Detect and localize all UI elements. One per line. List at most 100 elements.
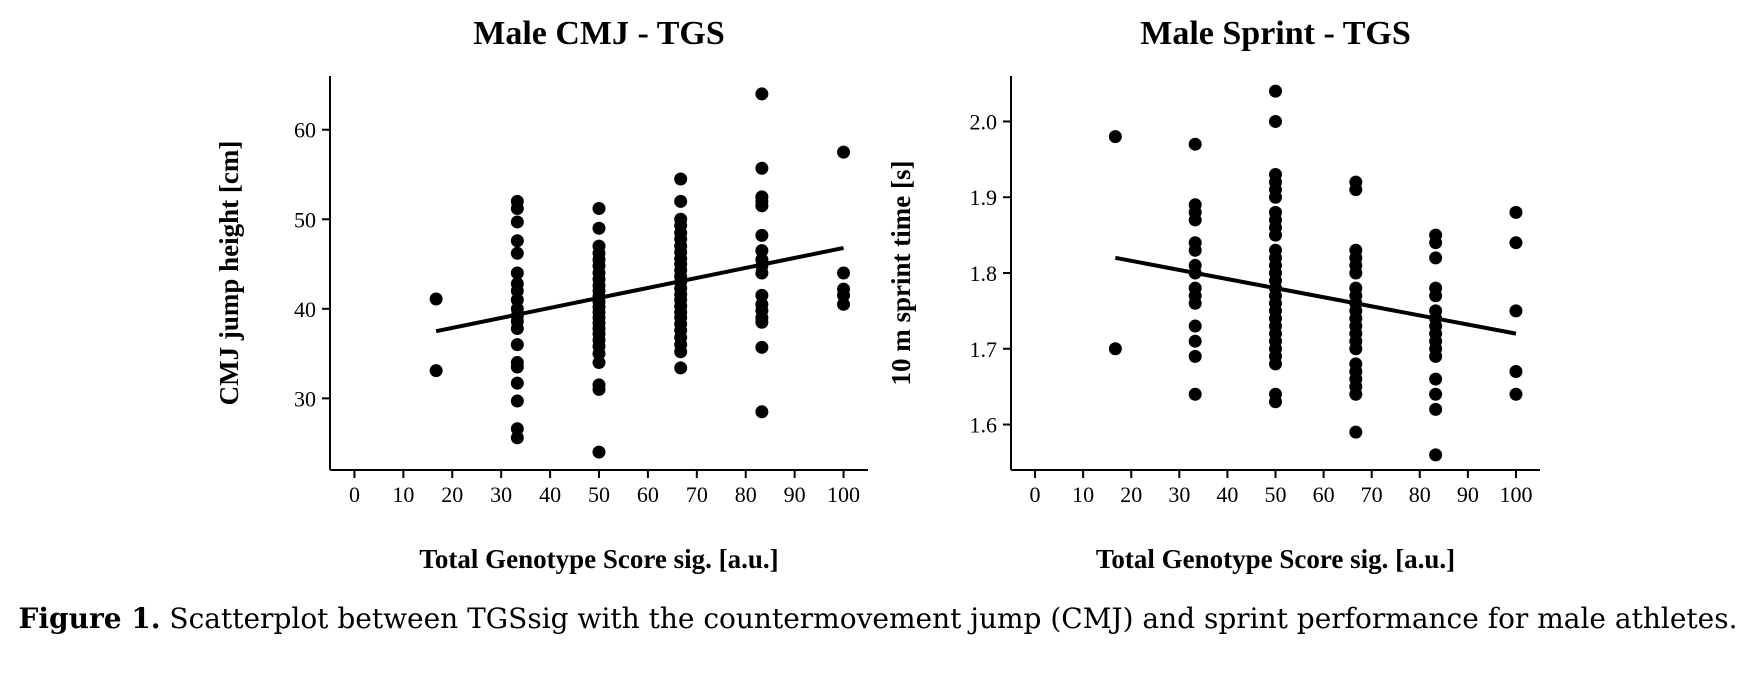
point <box>1108 342 1122 356</box>
point <box>510 284 524 298</box>
x-tick-label: 20 <box>1120 482 1142 507</box>
point <box>674 345 688 359</box>
x-tick-label: 60 <box>637 482 659 507</box>
point <box>1188 213 1202 227</box>
point <box>674 194 688 208</box>
point <box>510 431 524 445</box>
point <box>1349 183 1363 197</box>
point <box>1349 342 1363 356</box>
point <box>1188 296 1202 310</box>
x-tick-label: 70 <box>686 482 708 507</box>
point <box>592 356 606 370</box>
point <box>755 340 769 354</box>
point <box>510 422 524 436</box>
point <box>510 215 524 229</box>
x-tick-label: 30 <box>1168 482 1190 507</box>
x-tick-label: 90 <box>1457 482 1479 507</box>
chart-title: Male Sprint - TGS <box>1140 15 1410 52</box>
point <box>674 172 688 186</box>
point <box>510 202 524 216</box>
caption-label: Figure 1. <box>18 602 161 635</box>
point <box>1269 228 1282 242</box>
point <box>592 221 606 235</box>
point <box>510 293 524 307</box>
x-tick-label: 80 <box>735 482 757 507</box>
point <box>592 202 606 216</box>
x-tick-label: 0 <box>1030 482 1041 507</box>
x-tick-label: 0 <box>349 482 360 507</box>
point <box>1188 334 1202 348</box>
x-tick-label: 60 <box>1313 482 1335 507</box>
point <box>1429 289 1443 303</box>
point <box>1429 402 1443 416</box>
point <box>837 266 851 280</box>
point <box>755 199 769 213</box>
x-tick-label: 40 <box>1216 482 1238 507</box>
x-tick-label: 100 <box>1499 482 1532 507</box>
point <box>1509 304 1523 318</box>
point <box>1509 236 1523 250</box>
y-axis-title: 10 m sprint time [s] <box>886 161 916 386</box>
point <box>592 445 606 459</box>
y-tick-label: 1.6 <box>970 413 998 438</box>
point <box>1188 387 1202 401</box>
x-tick-label: 90 <box>784 482 806 507</box>
point <box>1349 425 1363 439</box>
point <box>1188 349 1202 363</box>
y-tick-label: 1.9 <box>970 185 998 210</box>
point <box>755 266 769 280</box>
point <box>1269 395 1282 409</box>
point <box>1269 357 1282 371</box>
y-tick-label: 50 <box>294 207 316 232</box>
x-axis-title: Total Genotype Score sig. [a.u.] <box>1096 544 1455 574</box>
point <box>837 297 851 311</box>
x-tick-label: 70 <box>1361 482 1383 507</box>
point <box>1188 137 1202 151</box>
point <box>755 288 769 302</box>
y-tick-label: 40 <box>294 297 316 322</box>
x-tick-label: 50 <box>1265 482 1287 507</box>
point <box>1269 190 1282 204</box>
point <box>1509 365 1523 378</box>
x-tick-label: 30 <box>490 482 512 507</box>
point <box>755 228 769 242</box>
y-tick-label: 2.0 <box>970 109 998 134</box>
point <box>837 288 851 302</box>
point <box>837 145 851 159</box>
trend-line <box>1114 255 1517 336</box>
point <box>510 246 524 260</box>
x-tick-label: 40 <box>539 482 561 507</box>
y-tick-label: 60 <box>294 118 316 143</box>
point <box>755 405 769 419</box>
point <box>1509 205 1523 219</box>
y-axis-title: CMJ jump height [cm] <box>214 141 244 406</box>
figure: Male CMJ - TGS Total Genotype Score sig. … <box>214 15 1540 574</box>
point <box>1188 319 1202 333</box>
point <box>1429 372 1443 386</box>
point <box>1429 448 1443 462</box>
caption-text: Scatterplot between TGSsig with the coun… <box>169 602 1738 635</box>
point <box>592 347 606 361</box>
caption: Figure 1. Scatterplot between TGSsig wit… <box>0 594 1756 644</box>
point <box>510 394 524 408</box>
x-tick-label: 10 <box>1072 482 1094 507</box>
point <box>755 161 769 175</box>
x-tick-label: 80 <box>1409 482 1431 507</box>
point <box>510 266 524 280</box>
point <box>1429 349 1443 363</box>
point <box>1429 236 1443 250</box>
x-tick-label: 50 <box>588 482 610 507</box>
point <box>755 315 769 329</box>
x-tick-label: 100 <box>827 482 860 507</box>
point <box>510 376 524 390</box>
point <box>1108 130 1122 144</box>
point <box>1429 251 1443 265</box>
point <box>674 361 688 375</box>
point <box>1269 84 1282 98</box>
point <box>429 292 443 306</box>
chart-title: Male CMJ - TGS <box>473 15 725 52</box>
x-tick-label: 20 <box>441 482 463 507</box>
point <box>1509 387 1523 401</box>
point <box>510 360 524 374</box>
